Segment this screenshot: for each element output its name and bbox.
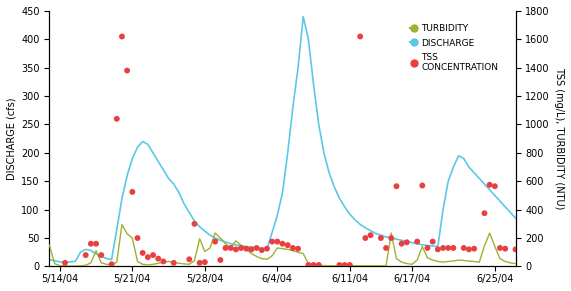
- Point: [143, 255, 152, 260]
- Point: [547, 247, 556, 252]
- Point: [91, 241, 100, 246]
- Point: [521, 246, 530, 250]
- Point: [247, 247, 256, 252]
- Point: [211, 239, 220, 244]
- Point: [216, 258, 225, 262]
- Point: [221, 246, 230, 250]
- Point: [242, 246, 251, 251]
- Point: [480, 211, 489, 216]
- Point: [464, 247, 473, 252]
- Point: [356, 34, 365, 39]
- Point: [413, 239, 422, 244]
- Point: [397, 241, 406, 246]
- Point: [361, 236, 370, 240]
- Point: [537, 246, 546, 250]
- Point: [252, 246, 261, 250]
- Point: [123, 68, 132, 73]
- Point: [459, 246, 468, 250]
- Point: [268, 239, 277, 244]
- Point: [485, 182, 494, 187]
- Point: [273, 239, 282, 244]
- Y-axis label: DISCHARGE (cfs): DISCHARGE (cfs): [7, 97, 17, 180]
- Point: [96, 253, 106, 258]
- Point: [288, 246, 297, 250]
- Y-axis label: TSS (mg/L), TURBIDITY (NTU): TSS (mg/L), TURBIDITY (NTU): [554, 68, 564, 210]
- Point: [501, 246, 510, 251]
- Point: [148, 253, 158, 258]
- Point: [314, 263, 323, 267]
- Point: [423, 246, 432, 250]
- Point: [304, 263, 313, 267]
- Point: [490, 184, 500, 189]
- Point: [563, 247, 571, 252]
- Point: [81, 253, 90, 258]
- Point: [293, 246, 303, 251]
- Point: [469, 246, 478, 251]
- Point: [366, 233, 375, 237]
- Point: [278, 241, 287, 246]
- Point: [263, 246, 272, 251]
- Point: [552, 247, 561, 252]
- Point: [159, 259, 168, 264]
- Point: [112, 116, 122, 121]
- Point: [190, 221, 199, 226]
- Point: [449, 246, 458, 250]
- Point: [86, 241, 95, 246]
- Point: [433, 247, 443, 252]
- Point: [376, 236, 385, 240]
- Point: [511, 247, 520, 252]
- Point: [345, 263, 355, 267]
- Point: [439, 246, 448, 250]
- Point: [236, 246, 246, 250]
- Point: [526, 247, 536, 252]
- Point: [402, 240, 411, 245]
- Point: [138, 251, 147, 255]
- Point: [195, 260, 204, 265]
- Legend: TURBIDITY, DISCHARGE, TSS
CONCENTRATION: TURBIDITY, DISCHARGE, TSS CONCENTRATION: [407, 21, 502, 76]
- Point: [184, 257, 194, 262]
- Point: [128, 189, 137, 194]
- Point: [118, 34, 127, 39]
- Point: [231, 247, 240, 252]
- Point: [107, 262, 116, 267]
- Point: [418, 183, 427, 188]
- Point: [133, 236, 142, 240]
- Point: [340, 263, 349, 267]
- Point: [257, 248, 266, 252]
- Point: [496, 246, 505, 250]
- Point: [200, 260, 210, 265]
- Point: [542, 246, 551, 250]
- Point: [154, 256, 163, 261]
- Point: [381, 246, 391, 250]
- Point: [392, 184, 401, 189]
- Point: [61, 260, 70, 265]
- Point: [309, 263, 318, 267]
- Point: [444, 246, 453, 250]
- Point: [428, 239, 437, 244]
- Point: [169, 260, 178, 265]
- Point: [387, 236, 396, 240]
- Point: [283, 243, 292, 247]
- Point: [335, 263, 344, 267]
- Point: [226, 246, 235, 250]
